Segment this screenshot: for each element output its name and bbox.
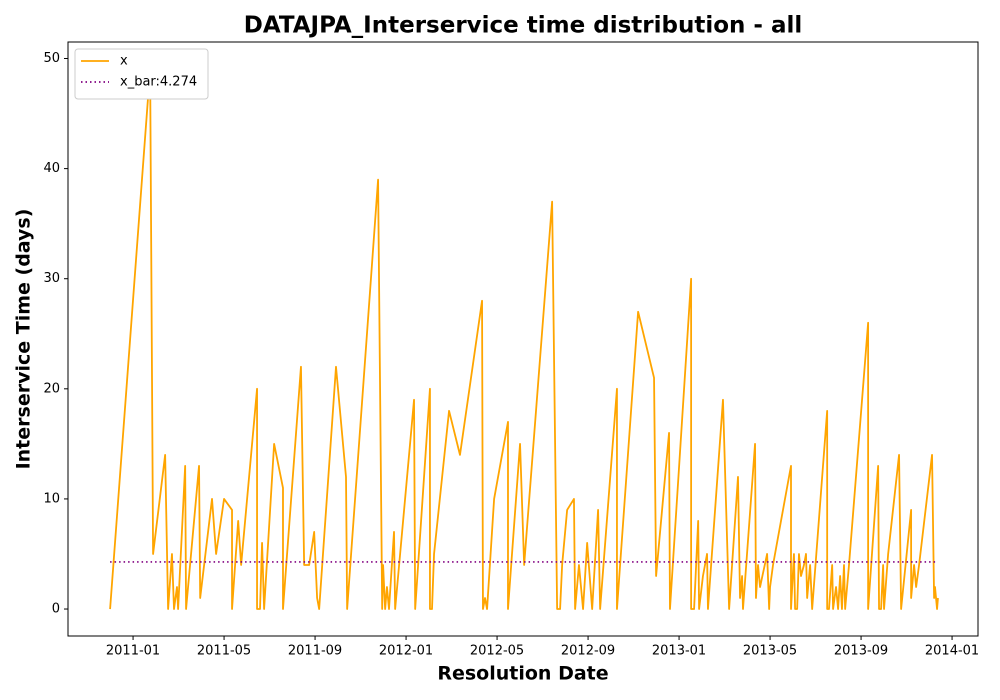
x-tick-label: 2011-09 <box>288 644 342 659</box>
y-axis-label: Interservice Time (days) <box>13 209 35 470</box>
x-tick-label: 2013-01 <box>652 644 706 659</box>
y-tick-label: 10 <box>43 491 60 506</box>
x-tick-label: 2013-09 <box>834 644 888 659</box>
legend-label: x_bar:4.274 <box>120 75 197 90</box>
x-tick-label: 2011-05 <box>197 644 251 659</box>
y-tick-label: 20 <box>43 381 60 396</box>
x-tick-label: 2012-09 <box>561 644 615 659</box>
x-tick-label: 2012-05 <box>470 644 524 659</box>
data-line <box>109 68 939 610</box>
legend-label: x <box>120 54 128 69</box>
plot-frame <box>67 41 979 637</box>
x-axis-label: Resolution Date <box>437 663 608 685</box>
y-tick-label: 50 <box>43 51 60 66</box>
y-tick-label: 40 <box>43 161 60 176</box>
x-tick-label: 2014-01 <box>925 644 979 659</box>
y-tick-label: 0 <box>52 602 60 617</box>
x-tick-label: 2012-01 <box>379 644 433 659</box>
chart-title: DATAJPA_Interservice time distribution -… <box>244 13 802 39</box>
x-tick-label: 2011-01 <box>106 644 160 659</box>
x-tick-label: 2013-05 <box>743 644 797 659</box>
y-tick-label: 30 <box>43 271 60 286</box>
